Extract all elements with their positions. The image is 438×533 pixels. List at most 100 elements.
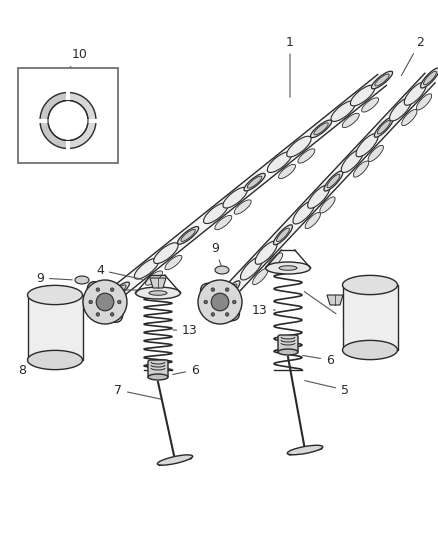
Text: 1: 1 (286, 36, 294, 97)
Ellipse shape (234, 200, 251, 214)
Ellipse shape (112, 285, 126, 297)
Text: 10: 10 (70, 49, 88, 68)
Polygon shape (215, 73, 435, 307)
Text: 13: 13 (173, 324, 198, 336)
Ellipse shape (293, 201, 315, 224)
Ellipse shape (404, 82, 426, 106)
Ellipse shape (314, 123, 328, 135)
Ellipse shape (253, 269, 268, 285)
Ellipse shape (221, 281, 240, 301)
Ellipse shape (278, 349, 298, 355)
Text: 7: 7 (114, 384, 162, 399)
Ellipse shape (375, 74, 389, 86)
Ellipse shape (145, 271, 162, 285)
Circle shape (204, 300, 208, 304)
Circle shape (89, 300, 92, 304)
Ellipse shape (267, 152, 292, 173)
Ellipse shape (331, 101, 356, 122)
Polygon shape (157, 456, 193, 465)
Ellipse shape (389, 98, 412, 121)
Circle shape (110, 288, 114, 292)
Circle shape (198, 280, 242, 324)
Ellipse shape (87, 281, 123, 322)
Ellipse shape (287, 445, 323, 455)
Text: 13: 13 (252, 303, 275, 317)
Circle shape (96, 293, 114, 311)
Ellipse shape (223, 187, 247, 208)
Ellipse shape (75, 276, 89, 284)
Ellipse shape (311, 120, 332, 138)
Ellipse shape (28, 285, 82, 305)
Circle shape (96, 313, 99, 316)
Text: 6: 6 (303, 353, 334, 367)
Ellipse shape (305, 213, 321, 229)
Text: 8: 8 (384, 337, 399, 351)
FancyBboxPatch shape (278, 335, 298, 353)
Ellipse shape (402, 109, 417, 126)
Ellipse shape (215, 215, 232, 230)
FancyBboxPatch shape (343, 285, 398, 350)
Polygon shape (101, 75, 386, 308)
Circle shape (211, 293, 229, 311)
Polygon shape (327, 295, 343, 305)
Ellipse shape (276, 228, 290, 241)
Ellipse shape (371, 71, 392, 89)
Ellipse shape (177, 227, 199, 244)
Ellipse shape (148, 374, 168, 380)
Ellipse shape (320, 197, 335, 213)
FancyBboxPatch shape (28, 295, 82, 360)
Ellipse shape (307, 185, 330, 208)
Ellipse shape (298, 149, 315, 163)
Ellipse shape (267, 253, 283, 269)
Ellipse shape (165, 255, 182, 270)
Ellipse shape (157, 455, 193, 465)
Text: 8: 8 (18, 352, 43, 376)
Ellipse shape (244, 173, 265, 191)
FancyBboxPatch shape (148, 360, 168, 378)
Text: 9: 9 (36, 271, 72, 285)
Ellipse shape (343, 276, 398, 295)
Text: 6: 6 (173, 364, 199, 376)
Ellipse shape (247, 176, 262, 188)
Ellipse shape (424, 71, 436, 85)
Circle shape (83, 280, 127, 324)
Ellipse shape (368, 146, 383, 161)
Ellipse shape (274, 225, 293, 245)
Circle shape (110, 313, 114, 316)
Ellipse shape (240, 257, 262, 280)
Polygon shape (150, 278, 166, 288)
Ellipse shape (327, 174, 340, 188)
Ellipse shape (378, 120, 390, 134)
Ellipse shape (204, 203, 228, 223)
Ellipse shape (149, 290, 167, 295)
Ellipse shape (224, 284, 237, 297)
Ellipse shape (343, 341, 398, 360)
Ellipse shape (350, 85, 375, 106)
Bar (18, 68, 118, 163)
Ellipse shape (108, 282, 130, 300)
Ellipse shape (279, 164, 296, 179)
Text: 2: 2 (401, 36, 424, 76)
Text: 3: 3 (304, 292, 349, 327)
Circle shape (96, 288, 99, 292)
Ellipse shape (374, 117, 393, 138)
Ellipse shape (201, 283, 240, 321)
Ellipse shape (154, 243, 178, 263)
Ellipse shape (356, 134, 378, 157)
Text: 4: 4 (96, 263, 142, 279)
Ellipse shape (324, 171, 343, 191)
Ellipse shape (417, 94, 432, 110)
Polygon shape (68, 93, 96, 149)
Ellipse shape (353, 161, 369, 177)
Ellipse shape (134, 259, 159, 279)
Text: 5: 5 (305, 381, 349, 397)
Polygon shape (287, 447, 323, 455)
Ellipse shape (255, 241, 277, 264)
Circle shape (226, 288, 229, 292)
Ellipse shape (135, 287, 180, 299)
Ellipse shape (362, 98, 378, 112)
Text: 3: 3 (96, 284, 137, 296)
Ellipse shape (279, 266, 297, 270)
Ellipse shape (265, 262, 311, 274)
Circle shape (233, 300, 236, 304)
